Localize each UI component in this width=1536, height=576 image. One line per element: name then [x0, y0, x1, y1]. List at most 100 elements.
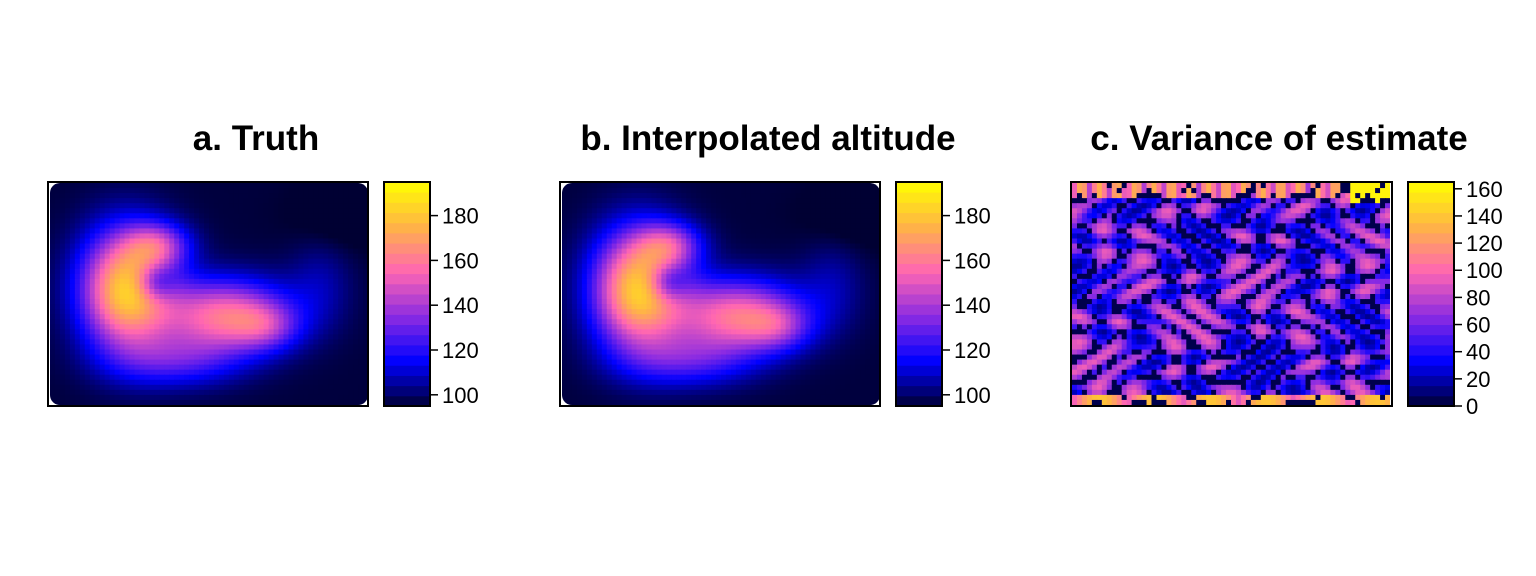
panel-b-heatmap-cell	[870, 288, 876, 295]
panel-a-heatmap-cell	[114, 283, 121, 290]
panel-a-heatmap-cell	[293, 339, 300, 346]
panel-a-heatmap-cell	[303, 389, 309, 396]
panel-a-heatmap-cell	[288, 359, 295, 366]
panel-a-heatmap-cell	[363, 248, 368, 255]
panel-b-heatmap-cell	[765, 228, 772, 235]
panel-b-heatmap-cell	[750, 223, 757, 230]
panel-a-heatmap-cell	[124, 299, 131, 305]
panel-b-heatmap-cell	[820, 268, 826, 275]
panel-a-heatmap-cell	[84, 389, 91, 396]
panel-a-heatmap-cell	[179, 193, 185, 199]
panel-a-heatmap-cell	[129, 218, 136, 224]
panel-b-heatmap-cell	[686, 309, 692, 315]
panel-a-heatmap-cell	[69, 263, 76, 270]
panel-a-heatmap-cell	[228, 304, 235, 310]
panel-a-heatmap-cell	[363, 324, 368, 330]
panel-a-heatmap-cell	[318, 233, 324, 240]
panel-a-heatmap-cell	[159, 344, 165, 351]
panel-b-heatmap-cell	[860, 238, 866, 245]
panel-b-heatmap-cell	[775, 218, 782, 224]
panel-b-heatmap-cell	[860, 183, 866, 189]
panel-b-heatmap-cell	[666, 278, 672, 285]
panel-b-heatmap-cell	[701, 278, 707, 285]
panel-a-heatmap-cell	[79, 329, 86, 335]
panel-a-heatmap-cell	[268, 399, 275, 405]
panel-a-heatmap-cell	[343, 233, 349, 240]
panel-a-heatmap-cell	[283, 213, 290, 219]
panel-a-heatmap-cell	[363, 314, 368, 320]
panel-a-heatmap-cell	[54, 349, 61, 356]
panel-a-heatmap-cell	[199, 359, 205, 366]
panel-b-heatmap-cell	[666, 213, 672, 219]
panel-b-heatmap-cell	[750, 233, 757, 240]
panel-b-heatmap-cell	[691, 299, 697, 305]
panel-a-heatmap-cell	[228, 379, 235, 386]
panel-a-heatmap-cell	[353, 263, 359, 270]
panel-a-heatmap-cell	[353, 334, 359, 341]
panel-b-heatmap-cell	[586, 294, 593, 300]
panel-b-heatmap-cell	[815, 334, 821, 341]
panel-b-heatmap-cell	[681, 183, 687, 189]
panel-a-heatmap-cell	[313, 359, 319, 366]
panel-a-heatmap-cell	[218, 389, 225, 396]
panel-b-heatmap-cell	[671, 339, 677, 346]
panel-a-heatmap-cell	[338, 364, 344, 371]
panel-a-heatmap-cell	[59, 248, 66, 255]
panel-b-heatmap-cell	[591, 253, 598, 260]
panel-a-heatmap-cell	[318, 349, 324, 356]
panel-b-heatmap-cell	[696, 228, 702, 235]
panel-b-heatmap-cell	[730, 198, 737, 204]
panel-a-heatmap-cell	[89, 288, 96, 295]
panel-a-heatmap-cell	[179, 188, 185, 194]
panel-a-heatmap-cell	[54, 183, 61, 189]
panel-b-heatmap-cell	[725, 273, 732, 280]
panel-a-heatmap-cell	[89, 299, 96, 305]
panel-a-heatmap-cell	[99, 339, 106, 346]
panel-a-heatmap-cell	[189, 319, 195, 325]
panel-b-heatmap-cell	[800, 278, 807, 285]
panel-b-heatmap-cell	[666, 243, 672, 250]
panel-b-heatmap-cell	[835, 294, 841, 300]
panel-a-heatmap-cell	[89, 208, 96, 214]
panel-a-heatmap-cell	[248, 263, 255, 270]
panel-b-heatmap-cell	[780, 193, 787, 199]
panel-b-heatmap-cell	[740, 334, 747, 341]
panel-b-heatmap-cell	[631, 299, 638, 305]
panel-b-heatmap-cell	[760, 258, 767, 265]
panel-a-heatmap-cell	[258, 213, 265, 219]
panel-a-heatmap-cell	[134, 354, 141, 361]
panel-a-heatmap-cell	[124, 198, 131, 204]
panel-a-heatmap-cell	[318, 309, 324, 315]
panel-a-heatmap-cell	[119, 203, 126, 209]
panel-a-heatmap-cell	[104, 389, 111, 396]
panel-a-heatmap-cell	[243, 268, 250, 275]
panel-b-heatmap-cell	[870, 208, 876, 214]
panel-a-heatmap-cell	[144, 394, 150, 401]
panel-b-heatmap-cell	[865, 223, 871, 230]
panel-a-heatmap-cell	[144, 319, 150, 325]
panel-a-heatmap-cell	[209, 354, 215, 361]
panel-a-heatmap-cell	[109, 253, 116, 260]
panel-a-heatmap-cell	[288, 344, 295, 351]
panel-b-heatmap-cell	[691, 193, 697, 199]
panel-a-heatmap-cell	[89, 329, 96, 335]
panel-a-heatmap-cell	[89, 294, 96, 300]
panel-b-heatmap-cell	[706, 299, 712, 305]
panel-b-heatmap-cell	[840, 324, 846, 330]
panel-b-heatmap-cell	[740, 273, 747, 280]
panel-b-heatmap-cell	[755, 309, 762, 315]
panel-a-heatmap-cell	[144, 193, 150, 199]
panel-a-heatmap-cell	[223, 193, 230, 199]
panel-a-heatmap-cell	[278, 278, 285, 285]
panel-b-heatmap-cell	[676, 288, 682, 295]
panel-b-heatmap-cell	[850, 309, 856, 315]
panel-b-heatmap-cell	[765, 288, 772, 295]
panel-b-heatmap-cell	[611, 309, 618, 315]
panel-a-heatmap-cell	[199, 379, 205, 386]
panel-a-heatmap-cell	[109, 319, 116, 325]
panel-a-heatmap-cell	[154, 379, 160, 386]
panel-a-heatmap-cell	[124, 329, 131, 335]
panel-a-heatmap-cell	[154, 263, 160, 270]
panel-a-colorbar-band	[384, 212, 430, 224]
panel-b-heatmap-cell	[800, 218, 807, 224]
